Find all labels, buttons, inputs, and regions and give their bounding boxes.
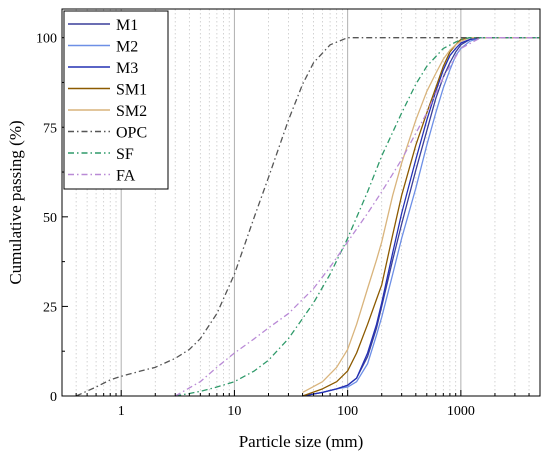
x-tick-label: 100 [337,404,358,419]
legend-label-m1: M1 [116,17,138,34]
ticks [61,37,541,397]
series-line-fa [174,37,540,397]
x-axis-title: Particle size (mm) [239,432,364,451]
y-tick-label: 75 [43,121,57,136]
legend-label-sm2: SM2 [116,103,147,120]
plot-frame [61,8,541,397]
y-tick-label: 50 [43,211,57,226]
y-tick-label: 0 [50,390,57,405]
legend-label-m3: M3 [116,60,138,77]
legend-label-opc: OPC [116,125,147,142]
legend-label-sf: SF [116,146,134,163]
series-line-m2 [302,37,540,397]
series-line-sf [175,37,540,397]
legend-label-fa: FA [116,168,136,185]
legend: M1 M2 M3 SM1 SM2 OPC SF FA [63,10,169,190]
series-line-opc [75,37,540,397]
legend-label-sm1: SM1 [116,82,147,99]
x-tick-label: 1 [118,404,125,419]
y-tick-label: 25 [43,300,57,315]
tick-labels: 1 10 100 1000 0 25 50 75 100 [36,32,475,419]
y-tick-label: 100 [36,32,57,47]
y-axis-title: Cumulative passing (%) [6,120,25,284]
x-tick-label: 10 [227,404,241,419]
legend-label-m2: M2 [116,39,138,56]
series-layer [75,37,540,397]
legend-box [63,10,169,190]
x-tick-label: 1000 [447,404,475,419]
series-line-m3 [302,37,540,397]
